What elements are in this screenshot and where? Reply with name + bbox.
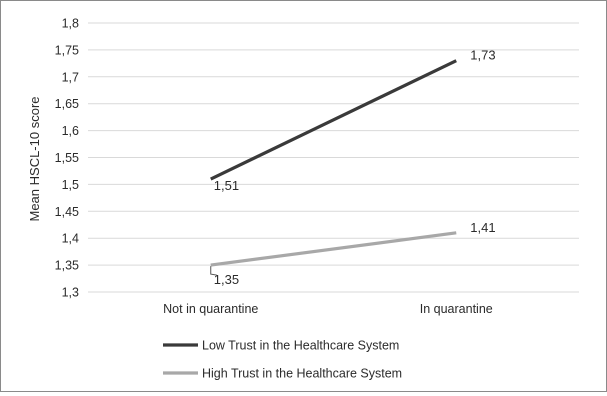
data-label: 1,73 xyxy=(470,48,495,63)
series-line-low-trust xyxy=(210,59,457,181)
x-tick-label: In quarantine xyxy=(420,302,493,316)
data-label-leader xyxy=(210,266,217,276)
gridlines xyxy=(88,22,579,293)
y-axis-ticks: 1,3 1,35 1,4 1,45 1,5 1,55 1,6 1,65 1,7 1,75 1,8 xyxy=(55,17,79,300)
legend-label: Low Trust in the Healthcare System xyxy=(202,339,399,353)
data-labels: 1,51 1,73 1,35 1,41 xyxy=(210,48,496,287)
legend-label: High Trust in the Healthcare System xyxy=(202,367,402,381)
series-lines xyxy=(210,59,457,267)
data-label: 1,41 xyxy=(470,220,495,235)
y-tick-label: 1,6 xyxy=(62,124,79,138)
y-tick-label: 1,7 xyxy=(62,70,79,84)
y-tick-label: 1,3 xyxy=(62,286,79,300)
x-tick-label: Not in quarantine xyxy=(163,302,258,316)
y-tick-label: 1,8 xyxy=(62,17,79,31)
y-tick-label: 1,75 xyxy=(55,43,79,57)
y-tick-label: 1,65 xyxy=(55,97,79,111)
y-tick-label: 1,55 xyxy=(55,151,79,165)
series-line-high-trust xyxy=(210,231,457,267)
legend: Low Trust in the Healthcare System High T… xyxy=(163,339,402,381)
y-tick-label: 1,4 xyxy=(62,232,79,246)
data-label: 1,35 xyxy=(214,272,239,287)
x-axis-ticks: Not in quarantine In quarantine xyxy=(163,302,493,316)
y-tick-label: 1,45 xyxy=(55,205,79,219)
y-axis-label: Mean HSCL-10 score xyxy=(27,97,42,222)
data-label: 1,51 xyxy=(214,178,239,193)
y-tick-label: 1,35 xyxy=(55,259,79,273)
y-tick-label: 1,5 xyxy=(62,178,79,192)
